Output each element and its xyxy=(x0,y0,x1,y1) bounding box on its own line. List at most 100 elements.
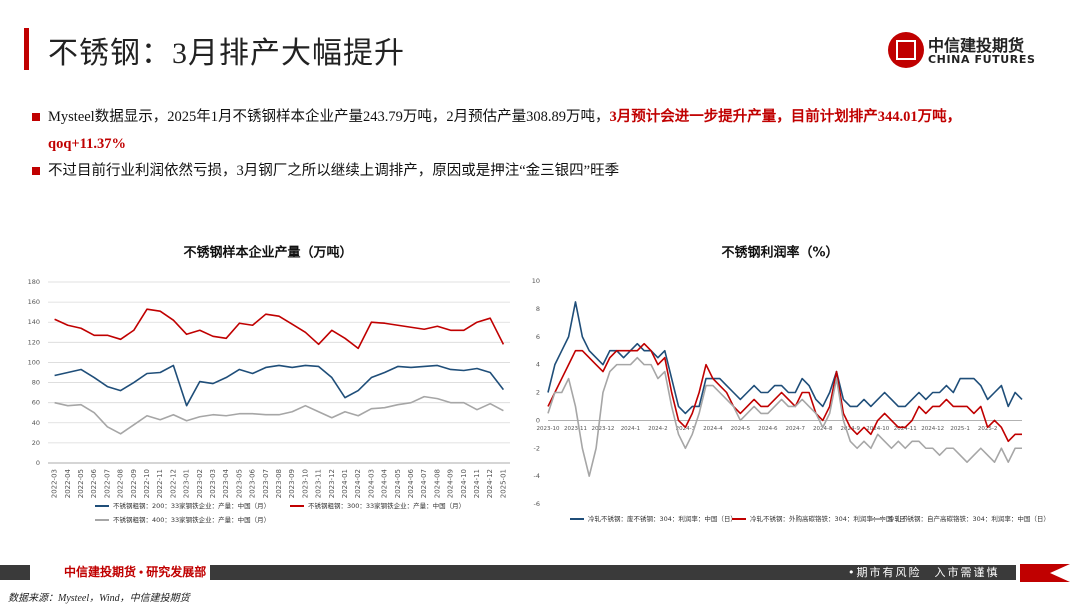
x-tick-label: 2024-2 xyxy=(648,426,667,432)
x-tick-label: 2024-12 xyxy=(921,426,944,432)
x-tick-label: 2022-12 xyxy=(169,469,177,498)
x-tick-label: 2023-11 xyxy=(315,469,323,498)
x-tick-label: 2022-03 xyxy=(51,469,59,498)
x-tick-label: 2023-06 xyxy=(249,468,257,498)
x-tick-label: 2024-11 xyxy=(894,426,917,432)
y-tick-label: 40 xyxy=(32,419,40,427)
y-tick-label: 6 xyxy=(536,333,540,341)
x-tick-label: 2023-04 xyxy=(222,468,230,498)
x-tick-label: 2022-09 xyxy=(130,469,138,498)
y-tick-label: 120 xyxy=(28,338,40,346)
y-tick-label: 20 xyxy=(32,439,40,447)
y-tick-label: 80 xyxy=(32,379,40,387)
y-tick-label: 100 xyxy=(28,358,40,366)
x-tick-label: 2024-02 xyxy=(354,469,362,498)
x-tick-label: 2024-09 xyxy=(447,469,455,498)
y-tick-label: 0 xyxy=(536,416,540,424)
x-tick-label: 2024-6 xyxy=(758,426,778,432)
x-tick-label: 2024-8 xyxy=(813,426,833,432)
y-tick-label: -4 xyxy=(534,472,540,480)
x-tick-label: 2023-09 xyxy=(288,469,296,498)
series-line xyxy=(547,356,1022,477)
logo-subtext: CHINA FUTURES xyxy=(928,53,1036,66)
legend-label: 冷轧不锈钢：废不锈钢：304：利润率：中国（日） xyxy=(588,514,737,523)
x-tick-label: 2024-06 xyxy=(407,468,415,498)
x-tick-label: 2022-04 xyxy=(64,468,72,498)
x-tick-label: 2024-3 xyxy=(676,426,696,432)
y-tick-label: -6 xyxy=(534,500,540,508)
footer-slogan: •期市有风险 入市需谨慎 xyxy=(848,566,1000,579)
chart-title: 不锈钢利润率（%） xyxy=(721,245,838,261)
x-tick-label: 2024-03 xyxy=(367,469,375,498)
y-tick-label: 180 xyxy=(28,278,40,286)
y-tick-label: 4 xyxy=(536,361,540,369)
series-line xyxy=(547,342,1022,443)
x-tick-label: 2024-07 xyxy=(420,469,428,498)
y-tick-label: 2 xyxy=(536,389,540,397)
x-tick-label: 2023-05 xyxy=(235,469,243,498)
x-tick-label: 2023-10 xyxy=(537,426,560,432)
data-source: 数据来源：Mysteel，Wind，中信建投期货 xyxy=(8,593,190,604)
x-tick-label: 2024-08 xyxy=(433,469,441,498)
x-tick-label: 2023-03 xyxy=(209,469,217,498)
bullet-text: 不过目前行业利润依然亏损，3月钢厂之所以继续上调排产，原因或是押注“金三银四”旺… xyxy=(48,163,620,179)
y-tick-label: 0 xyxy=(36,459,40,467)
x-tick-label: 2024-10 xyxy=(866,426,889,432)
y-tick-label: 10 xyxy=(532,277,540,285)
footer-bar xyxy=(0,565,1016,580)
x-tick-label: 2022-10 xyxy=(143,469,151,498)
x-tick-label: 2025-2 xyxy=(978,426,997,432)
bullet-marker xyxy=(32,113,40,121)
x-tick-label: 2023-08 xyxy=(275,469,283,498)
bullet: 不过目前行业利润依然亏损，3月钢厂之所以继续上调排产，原因或是押注“金三银四”旺… xyxy=(32,158,1038,185)
x-tick-label: 2024-10 xyxy=(460,469,468,498)
x-tick-label: 2023-12 xyxy=(591,426,614,432)
x-tick-label: 2024-9 xyxy=(841,426,861,432)
y-tick-label: 60 xyxy=(32,399,40,407)
logo-mark xyxy=(896,40,916,60)
legend-label: 冷轧不锈钢：外购高碳铬铁：304：利润率：中国（日） xyxy=(750,514,912,523)
series-line xyxy=(54,364,505,407)
slide-title: 不锈钢：3月排产大幅提升 xyxy=(48,37,405,70)
series-line xyxy=(54,308,505,350)
y-tick-label: 8 xyxy=(536,305,540,313)
footer-label-bg xyxy=(30,564,210,581)
x-tick-label: 2024-1 xyxy=(621,426,640,432)
x-tick-label: 2023-01 xyxy=(183,469,191,498)
y-tick-label: 160 xyxy=(28,298,40,306)
bullet-marker xyxy=(32,167,40,175)
logo-emblem xyxy=(888,32,924,68)
x-tick-label: 2023-12 xyxy=(328,469,336,498)
x-tick-label: 2022-05 xyxy=(77,469,85,498)
x-tick-label: 2023-07 xyxy=(262,469,270,498)
footer-department: 中信建投期货 • 研究发展部 xyxy=(64,565,207,579)
x-tick-label: 2024-12 xyxy=(486,469,494,498)
x-tick-label: 2022-07 xyxy=(103,469,111,498)
x-tick-label: 2024-04 xyxy=(381,468,389,498)
x-tick-label: 2023-11 xyxy=(564,426,587,432)
x-tick-label: 2024-7 xyxy=(786,426,806,432)
x-tick-label: 2024-5 xyxy=(731,426,751,432)
legend-label: 不锈钢粗钢：300：33家钢铁企业：产量：中国（月） xyxy=(308,501,465,510)
x-tick-label: 2022-11 xyxy=(156,469,164,498)
x-tick-label: 2024-4 xyxy=(703,426,723,432)
x-tick-label: 2023-10 xyxy=(301,469,309,498)
x-tick-label: 2024-05 xyxy=(394,469,402,498)
footer-chevron xyxy=(1020,564,1070,582)
x-tick-label: 2024-01 xyxy=(341,469,349,498)
x-tick-label: 2025-1 xyxy=(950,426,969,432)
x-tick-label: 2025-01 xyxy=(499,469,507,498)
legend-label: 不锈钢粗钢：400：33家钢铁企业：产量：中国（月） xyxy=(113,515,270,524)
bullet-text: Mysteel数据显示，2025年1月不锈钢样本企业产量243.79万吨，2月预… xyxy=(48,109,610,125)
bullet: Mysteel数据显示，2025年1月不锈钢样本企业产量243.79万吨，2月预… xyxy=(32,104,1038,158)
x-tick-label: 2024-11 xyxy=(473,469,481,498)
y-tick-label: -2 xyxy=(534,444,540,452)
series-line xyxy=(547,301,1023,415)
logo-text: 中信建投期货 xyxy=(928,36,1025,55)
x-tick-label: 2022-08 xyxy=(117,469,125,498)
x-tick-label: 2023-02 xyxy=(196,469,204,498)
chart-title: 不锈钢样本企业产量（万吨） xyxy=(183,245,352,261)
bullet-highlight: 3月预计会进一步提升产量，目前计划排产344.01万吨，qoq+11.37% xyxy=(48,109,962,152)
